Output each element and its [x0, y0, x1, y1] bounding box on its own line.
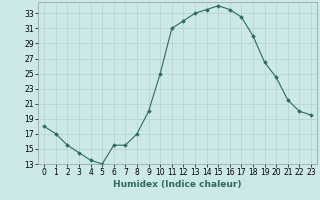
X-axis label: Humidex (Indice chaleur): Humidex (Indice chaleur): [113, 180, 242, 189]
